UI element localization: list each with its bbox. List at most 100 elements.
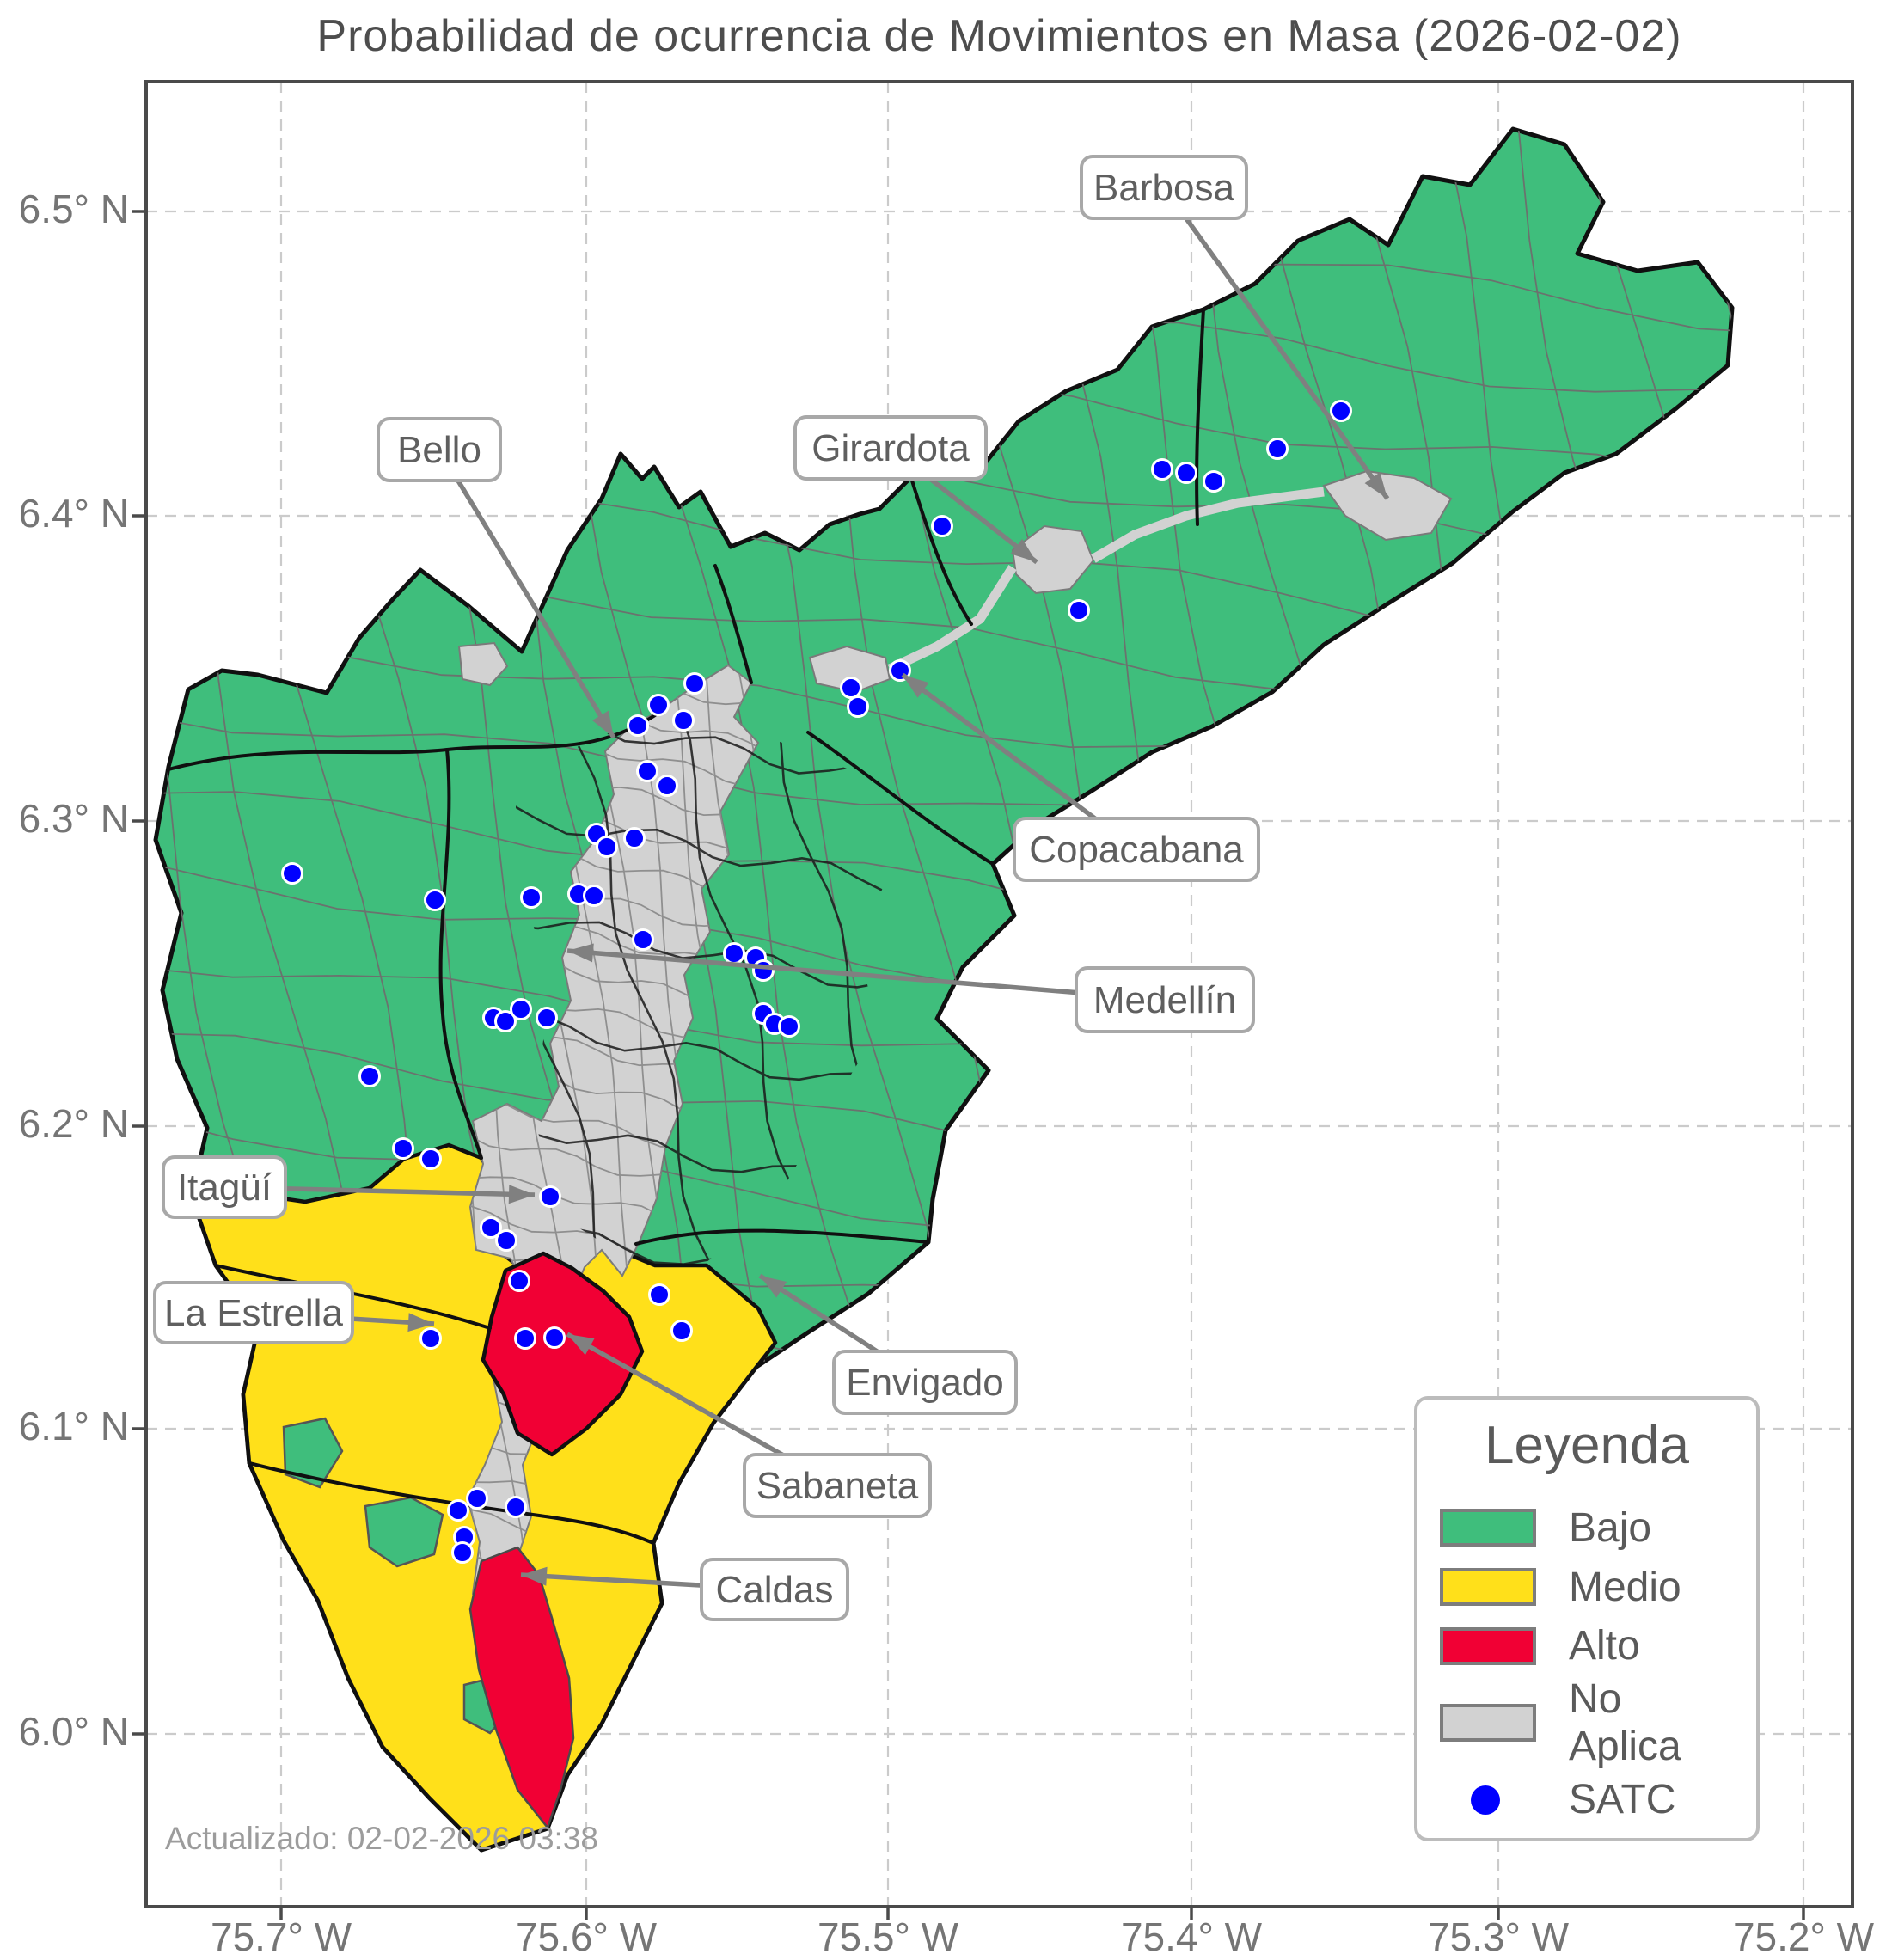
x-tick-label: 75.6° W (515, 1914, 658, 1959)
satc-point (647, 694, 670, 716)
callout-line (566, 948, 1166, 1002)
x-tick-label: 75.2° W (1732, 1914, 1875, 1959)
satc-point (683, 672, 706, 695)
satc-point (424, 889, 446, 911)
callout-box (832, 1350, 1018, 1415)
satc-point (447, 1499, 469, 1522)
legend-row-medio: Medio (1440, 1558, 1734, 1617)
y-tick-label: 6.5° N (18, 187, 129, 231)
legend: Leyenda Bajo Medio Alto No Aplica SATC (1414, 1396, 1760, 1841)
callout-arrowhead (1010, 538, 1037, 562)
satc-point (536, 1007, 558, 1029)
satc-point (1330, 400, 1352, 422)
satc-point (1151, 458, 1173, 481)
satc-point (495, 1229, 517, 1252)
callout-label: Bello (397, 429, 481, 471)
satc-point (623, 827, 646, 849)
satc-point (281, 862, 303, 885)
satc-point (1203, 470, 1225, 493)
satc-point (358, 1065, 381, 1087)
callout-label: Medellín (1093, 979, 1236, 1021)
callout-arrowhead (521, 1566, 548, 1586)
callout-la-estrella: La Estrella (153, 1281, 435, 1344)
satc-point (392, 1137, 414, 1160)
callout-box (377, 417, 502, 482)
callout-arrowhead (760, 1276, 787, 1298)
satc-point (778, 1015, 800, 1038)
callout-label: Caldas (716, 1569, 834, 1611)
satc-point (670, 1320, 693, 1342)
border-bello-copacabana (713, 564, 753, 684)
satc-point (419, 1327, 442, 1350)
medio-swatch (1440, 1568, 1536, 1607)
y-tick-label: 6.1° N (18, 1404, 129, 1449)
callout-box (153, 1281, 354, 1344)
border-medellin-west (438, 748, 483, 1160)
callout-arrowhead (592, 710, 614, 738)
legend-label-medio: Medio (1569, 1564, 1681, 1610)
legend-row-alto: Alto (1440, 1617, 1734, 1676)
callout-itag-: Itagüí (162, 1155, 536, 1219)
satc-point (494, 1010, 517, 1032)
callout-label: Barbosa (1093, 167, 1234, 209)
callout-box (700, 1558, 849, 1621)
callout-line (437, 448, 616, 739)
region-alto-sabaneta (481, 1251, 645, 1457)
border-copacabana-medellin (806, 731, 995, 866)
legend-row-bajo: Bajo (1440, 1498, 1734, 1558)
satc-point (419, 1148, 442, 1170)
border-envigado-medellin (634, 1228, 930, 1246)
callout-label: Sabaneta (756, 1465, 919, 1507)
satc-point (636, 760, 658, 782)
callout-label: Copacabana (1029, 829, 1244, 871)
legend-label-no-aplica: No Aplica (1569, 1676, 1681, 1770)
satc-point (847, 695, 869, 718)
satc-point (505, 1496, 527, 1518)
callout-line (1161, 186, 1390, 500)
axis-ticks (132, 210, 1805, 1920)
callout-label: Girardota (811, 427, 970, 469)
satc-point (840, 677, 862, 699)
page-title: Probabilidad de ocurrencia de Movimiento… (316, 11, 1682, 61)
callout-envigado: Envigado (758, 1273, 1018, 1415)
callout-label: Itagüí (177, 1167, 272, 1209)
callout-box (1075, 966, 1255, 1033)
y-tick-label: 6.0° N (18, 1709, 129, 1754)
satc-point (480, 1216, 502, 1239)
x-tick-label: 75.7° W (210, 1914, 352, 1959)
callout-arrowhead (567, 1334, 595, 1356)
legend-row-no-aplica: No Aplica (1440, 1675, 1734, 1770)
urban-bello-west-patch (457, 641, 509, 687)
satc-point (672, 709, 695, 732)
callout-arrowhead (407, 1313, 434, 1332)
callout-box (1080, 155, 1248, 220)
border-girardota-barbosa (1195, 308, 1205, 526)
satc-dot-swatch (1471, 1785, 1500, 1815)
x-tick-label: 75.4° W (1120, 1914, 1263, 1959)
alto-swatch (1440, 1626, 1536, 1665)
y-tick-label: 6.2° N (18, 1101, 129, 1146)
updated-timestamp: Actualizado: 02-02-2026 03:38 (165, 1821, 598, 1856)
urban-barbosa (1322, 469, 1453, 542)
callout-medell-n: Medellín (566, 943, 1255, 1033)
satc-point (632, 928, 654, 951)
satc-point (1068, 599, 1090, 622)
satc-point (508, 1270, 530, 1292)
legend-row-satc: SATC (1440, 1770, 1734, 1829)
satc-point (1266, 438, 1289, 460)
satc-point (510, 998, 532, 1020)
satc-point (648, 1283, 670, 1306)
urban-girardota (1011, 524, 1095, 595)
legend-label-alto: Alto (1569, 1623, 1640, 1669)
satc-point (656, 775, 678, 797)
river-thread (887, 487, 1325, 673)
satc-point (931, 515, 953, 537)
satc-point (520, 886, 542, 909)
callout-barbosa: Barbosa (1080, 155, 1390, 500)
satc-point (466, 1487, 488, 1510)
legend-label-satc: SATC (1569, 1777, 1676, 1823)
satc-point (583, 885, 605, 907)
plot-border (144, 80, 1854, 1908)
